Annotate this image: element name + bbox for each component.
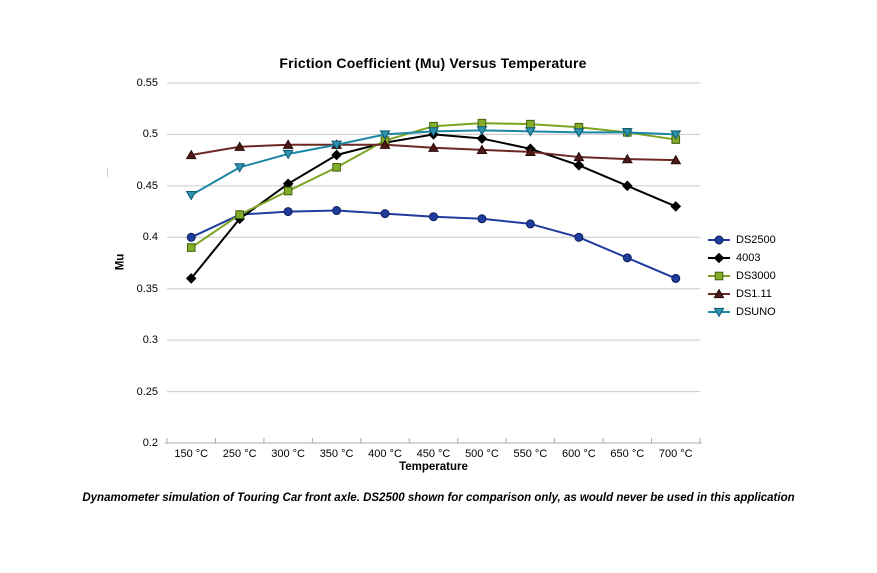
legend-item: 4003: [707, 251, 776, 264]
y-tick-label: 0.4: [142, 231, 158, 244]
x-tick-label: 500 °C: [465, 448, 499, 460]
legend-item: DS3000: [707, 269, 776, 282]
legend-label: DS1.11: [736, 287, 772, 300]
series-marker-circle-icon: [429, 212, 438, 222]
y-tick-label: 0.3: [142, 334, 158, 347]
legend-marker-triangle-down-icon: [708, 307, 730, 317]
series-marker-triangle-up-icon: [379, 139, 391, 149]
series-marker-circle-icon: [380, 209, 390, 219]
series-marker-diamond-icon: [670, 201, 682, 212]
legend-marker-shape: [714, 235, 724, 244]
series-line-4003: [190, 133, 677, 280]
series-marker-triangle-down-icon: [282, 149, 294, 160]
legend-marker-diamond-icon: [708, 252, 730, 263]
legend-marker-circle-icon: [708, 235, 730, 244]
series-marker-square-icon: [283, 186, 293, 196]
legend-label: DS2500: [736, 233, 776, 246]
series-marker-triangle-up-icon: [476, 144, 488, 154]
y-axis-title: Mu: [114, 253, 127, 271]
stray-artifact-mark: [107, 168, 108, 177]
x-axis-title: Temperature: [399, 461, 468, 473]
series-marker-circle-icon: [525, 219, 535, 229]
legend-marker-shape: [714, 271, 724, 280]
x-tick-label: 400 °C: [368, 448, 402, 460]
series-marker-circle-icon: [477, 214, 487, 224]
chart-title: Friction Coefficient (Mu) Versus Tempera…: [279, 55, 587, 71]
series-marker-triangle-down-icon: [670, 130, 682, 140]
legend-label: 4003: [736, 251, 761, 264]
y-tick-label: 0.45: [136, 179, 158, 192]
legend-item: DS1.11: [707, 287, 776, 300]
series-ds1-11: [185, 139, 682, 165]
x-tick-label: 700 °C: [658, 448, 693, 460]
series-dsuno: [185, 126, 682, 201]
series-marker-circle-icon: [671, 273, 681, 283]
x-tick-label: 550 °C: [513, 448, 548, 460]
series-marker-diamond-icon: [331, 149, 342, 161]
series-marker-diamond-icon: [573, 159, 585, 171]
legend-marker-triangle-up-icon: [708, 288, 730, 298]
legend-item: DS2500: [707, 233, 776, 246]
series-line-ds3000: [190, 122, 677, 249]
series-marker-triangle-up-icon: [524, 146, 536, 157]
series-marker-diamond-icon: [622, 180, 633, 192]
series-marker-triangle-up-icon: [428, 142, 439, 152]
legend-label: DS3000: [736, 269, 776, 282]
legend-marker-square-icon: [708, 271, 730, 280]
x-tick-label: 350 °C: [319, 448, 354, 460]
series-marker-triangle-down-icon: [573, 128, 585, 138]
series-marker-circle-icon: [283, 207, 293, 217]
legend-label: DSUNO: [736, 305, 776, 318]
series-marker-square-icon: [526, 119, 535, 129]
series-marker-triangle-up-icon: [621, 153, 633, 164]
legend-marker-shape: [713, 288, 725, 298]
caption-text: Dynamometer simulation of Touring Car fr…: [82, 492, 795, 504]
legend-marker-shape: [713, 252, 725, 263]
chart-legend: DS2500 4003 DS3000 DS1.11 DSUNO: [707, 233, 776, 318]
legend-marker-shape: [713, 307, 725, 317]
series-marker-triangle-up-icon: [282, 139, 294, 149]
series-marker-triangle-down-icon: [185, 191, 197, 201]
x-tick-label: 650 °C: [610, 448, 645, 460]
x-tick-label: 450 °C: [416, 448, 451, 460]
y-tick-label: 0.55: [136, 77, 158, 89]
series-marker-circle-icon: [574, 232, 584, 242]
series-marker-diamond-icon: [185, 273, 197, 284]
series-marker-triangle-down-icon: [428, 127, 439, 137]
series-4003: [185, 129, 682, 284]
series-marker-triangle-up-icon: [670, 154, 682, 165]
series-marker-triangle-down-icon: [379, 130, 391, 140]
legend-item: DSUNO: [707, 305, 776, 318]
series-marker-square-icon: [477, 118, 487, 128]
series-marker-triangle-up-icon: [234, 141, 246, 151]
x-tick-label: 150 °C: [174, 448, 209, 460]
x-tick-label: 300 °C: [271, 448, 305, 460]
y-tick-label: 0.5: [142, 128, 158, 141]
series-marker-circle-icon: [332, 206, 342, 216]
series-marker-square-icon: [235, 210, 244, 219]
line-chart-plot-area: [165, 82, 702, 444]
series-marker-circle-icon: [186, 232, 196, 242]
series-marker-square-icon: [332, 163, 341, 172]
series-marker-triangle-down-icon: [234, 163, 246, 173]
series-marker-triangle-down-icon: [331, 140, 343, 151]
series-ds2500: [186, 206, 681, 283]
x-tick-label: 250 °C: [222, 448, 257, 460]
series-marker-triangle-up-icon: [185, 149, 197, 160]
series-marker-circle-icon: [622, 253, 632, 263]
series-marker-square-icon: [186, 243, 196, 252]
series-marker-triangle-down-icon: [476, 126, 488, 136]
y-tick-label: 0.35: [136, 282, 158, 295]
y-tick-label: 0.25: [136, 385, 158, 398]
x-tick-label: 600 °C: [561, 448, 596, 460]
series-marker-triangle-up-icon: [573, 151, 585, 162]
series-marker-triangle-down-icon: [621, 128, 633, 138]
y-tick-label: 0.2: [142, 437, 158, 449]
series-marker-triangle-down-icon: [524, 127, 536, 137]
series-marker-diamond-icon: [476, 133, 488, 144]
